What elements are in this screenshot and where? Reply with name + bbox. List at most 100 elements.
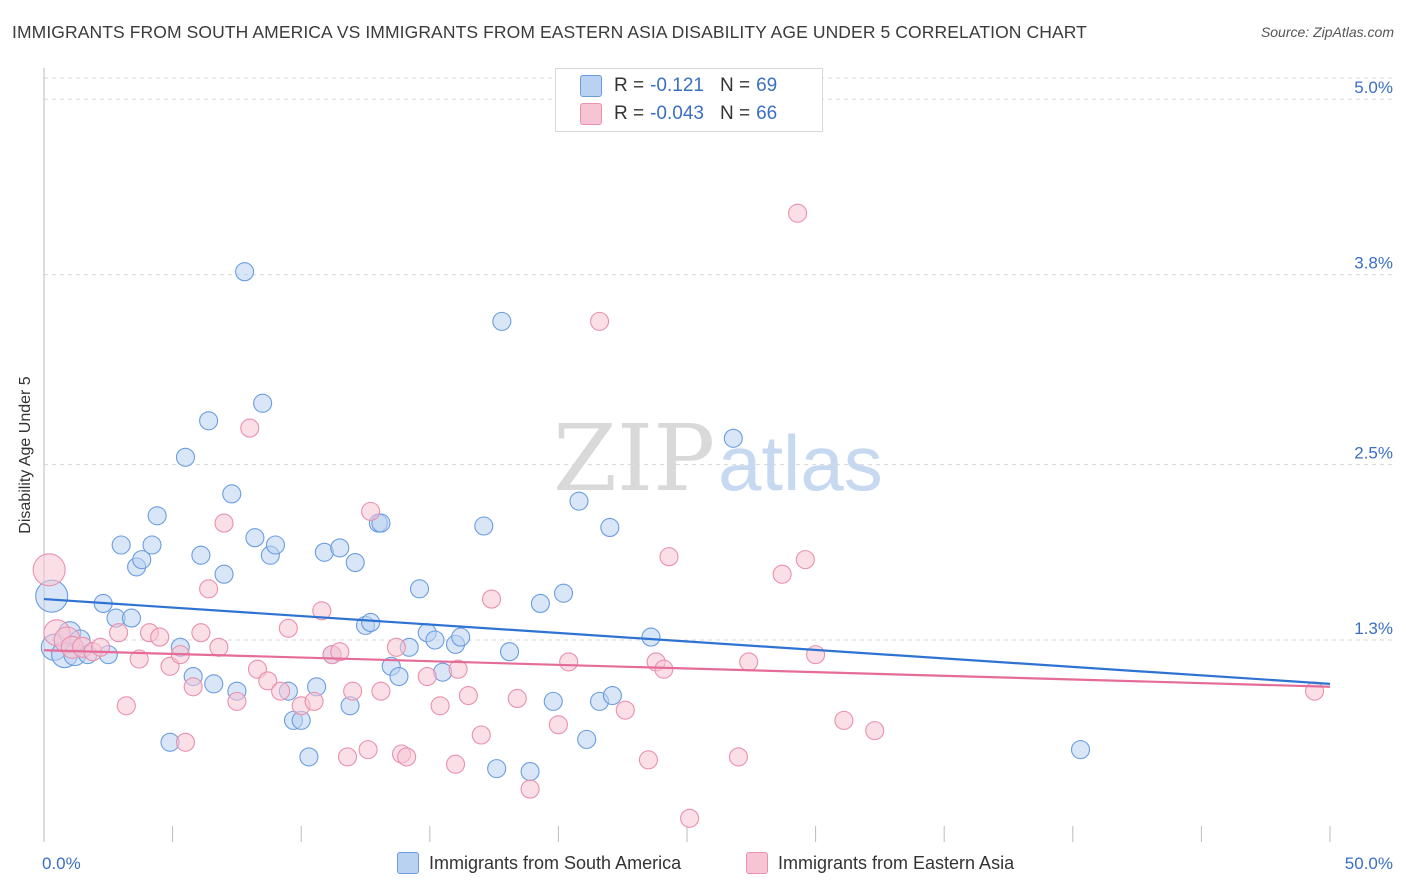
legend-n-label: N = — [719, 75, 751, 96]
south-america-point-66 — [600, 517, 620, 538]
eastern-asia-point-21 — [240, 418, 260, 438]
south-america-point-56 — [492, 311, 512, 331]
eastern-asia-point-16 — [191, 623, 211, 643]
eastern-asia-point-47 — [520, 779, 540, 799]
grid-lines — [44, 77, 1392, 641]
axes — [43, 68, 1331, 842]
eastern-asia-point-28 — [312, 601, 332, 621]
eastern-asia-point-38 — [397, 747, 417, 767]
eastern-asia-point-62 — [806, 645, 826, 665]
eastern-asia-point-7 — [109, 623, 129, 643]
eastern-asia-point-55 — [659, 547, 679, 567]
south-america-point-55 — [487, 759, 507, 779]
chart-title: IMMIGRANTS FROM SOUTH AMERICA VS IMMIGRA… — [12, 22, 1087, 42]
eastern-asia-point-24 — [271, 681, 291, 701]
south-america-point-60 — [543, 691, 563, 711]
south-america-point-58 — [520, 761, 540, 782]
south-america-point-59 — [530, 593, 550, 614]
y-tick-label-1: 2.5% — [1354, 444, 1393, 463]
eastern-asia-point-39 — [417, 666, 437, 687]
eastern-asia-point-41 — [445, 754, 466, 774]
y-tick-label-2: 3.8% — [1354, 254, 1393, 273]
south-america-point-24 — [222, 484, 242, 504]
eastern-asia-point-31 — [337, 747, 358, 767]
eastern-asia-point-64 — [865, 721, 885, 741]
legend-n-value: 66 — [756, 103, 778, 124]
eastern-asia-point-18 — [209, 637, 229, 657]
south-america-point-50 — [425, 630, 445, 650]
south-america-point-48 — [409, 579, 430, 599]
legend-swatch-pink — [746, 852, 768, 874]
south-america-point-20 — [191, 545, 211, 565]
eastern-asia-point-56 — [680, 808, 700, 828]
eastern-asia-point-14 — [175, 732, 196, 752]
legend-r-label: R = — [614, 103, 645, 124]
legend-n-label: N = — [719, 103, 751, 124]
y-tick-label-3: 5.0% — [1354, 78, 1393, 97]
south-america-point-38 — [330, 538, 350, 558]
south-america-point-63 — [577, 729, 597, 749]
trend-lines — [43, 597, 1331, 688]
eastern-asia-point-6 — [91, 637, 111, 657]
eastern-asia-point-8 — [116, 696, 136, 716]
tick-labels: 1.3% 2.5% 3.8% 5.0% 0.0% 50.0% — [42, 78, 1393, 873]
eastern-asia-point-0 — [32, 553, 66, 587]
south-america-point-42 — [361, 612, 381, 633]
south-america-point-18 — [175, 447, 196, 467]
eastern-asia-point-36 — [386, 637, 406, 657]
south-america-point-61 — [553, 583, 574, 603]
legend-r-label: R = — [614, 75, 645, 96]
eastern-asia-point-51 — [615, 700, 635, 720]
y-tick-label-0: 1.3% — [1354, 619, 1393, 638]
legend-n-value: 69 — [756, 75, 778, 96]
south-america-point-21 — [199, 411, 219, 431]
watermark: ZIP atlas — [553, 405, 883, 512]
eastern-asia-point-48 — [548, 715, 568, 735]
eastern-asia-point-15 — [183, 677, 203, 697]
south-america-point-65 — [602, 685, 622, 706]
south-america-point-40 — [345, 552, 365, 573]
eastern-asia-point-63 — [834, 710, 854, 730]
legend-swatch-blue — [397, 852, 419, 874]
eastern-asia-point-44 — [471, 725, 491, 745]
eastern-asia-point-58 — [739, 652, 759, 672]
legend-swatch-blue — [580, 75, 602, 97]
eastern-asia-point-9 — [129, 649, 149, 669]
south-america-point-34 — [299, 747, 319, 767]
south-america-point-14 — [142, 535, 162, 555]
south-america-point-54 — [474, 516, 494, 536]
legend-r-value: -0.121 — [650, 75, 704, 96]
legend-row-south-america: R = -0.121 N = 69 — [580, 73, 777, 99]
legend-row-eastern-asia: R = -0.043 N = 66 — [580, 101, 777, 127]
eastern-asia-point-25 — [278, 618, 298, 638]
eastern-asia-point-17 — [199, 579, 219, 599]
eastern-asia-point-32 — [343, 681, 363, 701]
eastern-asia-point-11 — [150, 627, 170, 647]
correlation-legend: R = -0.121 N = 69 R = -0.043 N = 66 — [555, 68, 823, 132]
eastern-asia-point-40 — [430, 696, 450, 716]
eastern-asia-point-35 — [371, 681, 391, 701]
eastern-asia-point-45 — [481, 589, 502, 609]
south-america-point-23 — [214, 564, 234, 584]
eastern-asia-point-30 — [330, 642, 350, 662]
south-america-point-15 — [147, 506, 167, 526]
eastern-asia-point-59 — [772, 564, 792, 584]
watermark-atlas: atlas — [718, 419, 883, 507]
south-america-point-11 — [121, 608, 141, 628]
source-label: Source: ZipAtlas.com — [1260, 24, 1394, 40]
eastern-asia-point-57 — [728, 747, 748, 767]
eastern-asia-point-49 — [559, 652, 579, 672]
eastern-asia-point-34 — [361, 501, 381, 521]
eastern-asia-point-60 — [788, 203, 808, 223]
south-america-point-13 — [132, 550, 152, 570]
legend-swatch-pink — [580, 103, 602, 125]
legend-item-south-america: Immigrants from South America — [397, 852, 681, 874]
eastern-asia-point-27 — [304, 691, 324, 711]
eastern-asia-point-54 — [654, 659, 674, 679]
eastern-asia-point-43 — [458, 685, 478, 706]
eastern-asia-point-65 — [1305, 681, 1325, 701]
south-america-point-30 — [265, 535, 286, 555]
eastern-asia-point-33 — [358, 740, 378, 760]
legend-label-south-america: Immigrants from South America — [429, 852, 682, 873]
